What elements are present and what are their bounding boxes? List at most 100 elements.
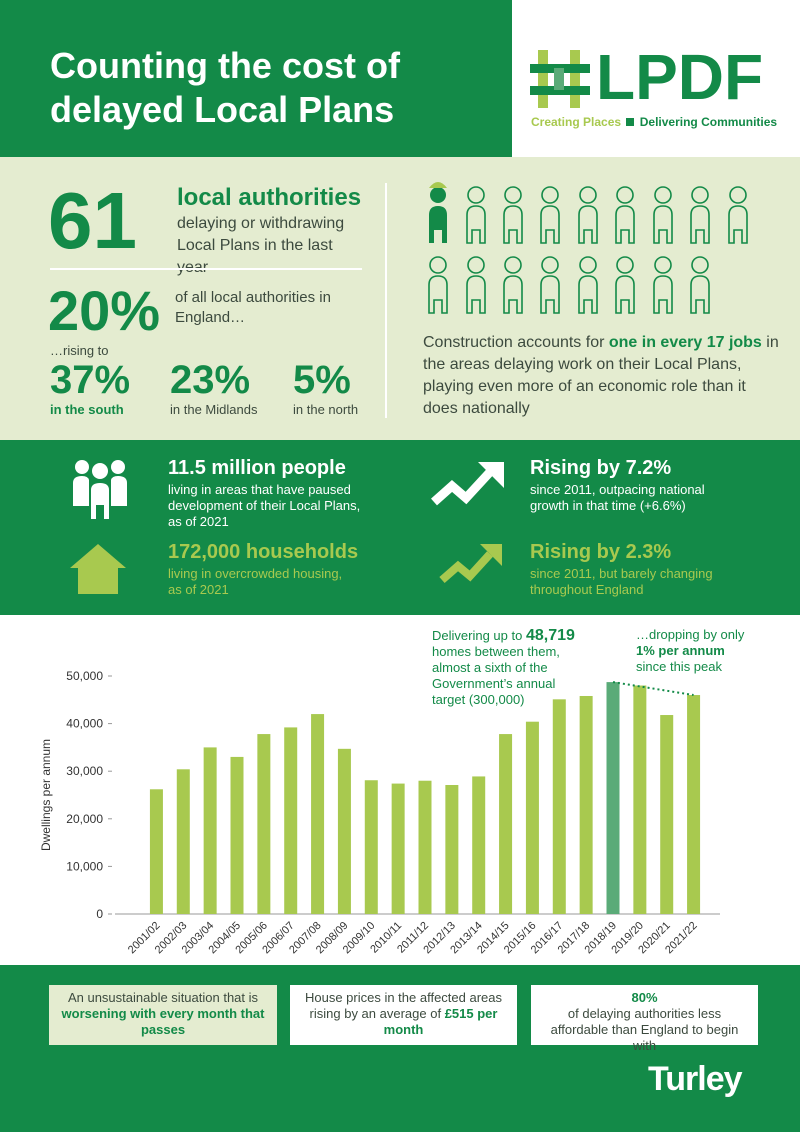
- bar: [606, 682, 620, 914]
- bar: [472, 776, 486, 914]
- text-highlight: worsening with every month that passes: [61, 1006, 265, 1037]
- title-line: Counting the cost of: [50, 45, 400, 86]
- bar: [311, 714, 325, 914]
- text-part: Delivering up to: [432, 628, 523, 643]
- house-icon: [70, 544, 126, 594]
- annotation: …dropping by only 1% per annum since thi…: [636, 627, 756, 675]
- tagline-square: [626, 118, 635, 126]
- person: [690, 186, 710, 244]
- region-value: 23%: [170, 358, 251, 402]
- stat-headline: 172,000 households: [168, 541, 359, 563]
- annotation: Delivering up to 48,719 homes between th…: [432, 628, 592, 708]
- person: [615, 186, 635, 244]
- count-label: local authorities: [177, 184, 362, 211]
- person: [503, 186, 523, 244]
- y-tick-label: 20,000: [66, 812, 103, 826]
- text-part: homes between them, almost a sixth of th…: [432, 644, 560, 707]
- text-highlight: 80%: [631, 990, 658, 1005]
- region-label: in the south: [50, 402, 124, 417]
- bar: [499, 734, 513, 914]
- rising-arrow-icon: [431, 462, 504, 506]
- authorities-band: [0, 157, 800, 440]
- count-text: delaying or withdrawing Local Plans in t…: [177, 215, 345, 276]
- text-part: Construction accounts for: [423, 334, 605, 351]
- text-highlight: £515 per month: [383, 1006, 498, 1037]
- person: [540, 256, 560, 314]
- brand: Turley: [648, 1060, 743, 1098]
- person: [728, 186, 748, 244]
- people-icon: [73, 460, 127, 521]
- stats-band: [0, 440, 800, 615]
- rising-arrow-icon: [439, 544, 502, 584]
- text-part: An unsustainable situation that is: [67, 990, 259, 1005]
- bar: [445, 785, 459, 914]
- footer-box: House prices in the affected areas risin…: [290, 985, 517, 1045]
- text-part: …dropping by only: [636, 627, 745, 642]
- stat-headline: Rising by 2.3%: [530, 541, 672, 563]
- text-highlight: one in every 17 jobs: [608, 334, 762, 351]
- bar: [203, 747, 217, 914]
- tagline-part: Delivering Communities: [639, 115, 778, 129]
- person: [428, 256, 448, 314]
- text-part: of delaying authorities less affordable …: [550, 1006, 739, 1053]
- person: [578, 186, 598, 244]
- bar: [552, 699, 566, 914]
- region-value: 37%: [50, 358, 131, 402]
- footer-box: 80% of delaying authorities less affordab…: [531, 985, 758, 1053]
- divider: [50, 268, 362, 270]
- share-text: of all local authorities in England…: [175, 289, 331, 326]
- person: [466, 256, 486, 314]
- big-number: 61: [48, 176, 137, 265]
- y-tick-label: 50,000: [66, 669, 103, 683]
- tagline: Creating Places Delivering Communities: [531, 115, 777, 129]
- stat-text: living in areas that have paused develop…: [168, 482, 361, 529]
- chart: Dwellings per annum 0 10,000 20,000 30,000 4…: [39, 669, 720, 956]
- bar: [337, 748, 351, 914]
- bar: [257, 734, 271, 914]
- bar: [149, 789, 163, 914]
- region-label: in the Midlands: [170, 402, 258, 417]
- construction-text: Construction accounts for one in every 1…: [423, 332, 783, 420]
- logo-icon: [530, 50, 590, 108]
- text-part: since this peak: [636, 659, 722, 674]
- region: 23% in the Midlands: [170, 358, 257, 417]
- logo-text: LPDF: [596, 41, 764, 113]
- person: [578, 256, 598, 314]
- stat-text: since 2011, but barely changing througho…: [530, 566, 713, 597]
- bar: [633, 685, 647, 914]
- y-tick-label: 10,000: [66, 859, 103, 873]
- bar: [525, 721, 539, 914]
- bar: [418, 780, 432, 914]
- trend-line: [612, 681, 694, 697]
- bar: [687, 695, 701, 914]
- stat-headline: 11.5 million people: [168, 457, 346, 479]
- person-filled: [429, 182, 447, 243]
- header-band: [0, 0, 512, 157]
- stat-text: since 2011, outpacing national growth in…: [530, 482, 705, 513]
- region-value: 5%: [293, 358, 351, 402]
- text-highlight: 48,719: [525, 627, 575, 644]
- person: [615, 256, 635, 314]
- y-tick-label: 40,000: [66, 717, 103, 731]
- bar: [579, 695, 593, 914]
- title: Counting the cost of delayed Local Plans: [50, 44, 400, 132]
- person: [540, 186, 560, 244]
- person: [690, 256, 710, 314]
- bar: [391, 783, 405, 914]
- person: [503, 256, 523, 314]
- pictogram: [428, 182, 748, 314]
- bar: [230, 756, 244, 914]
- region: 37% in the south: [50, 358, 130, 417]
- text-highlight: 1% per annum: [636, 643, 725, 658]
- y-tick-label: 0: [96, 907, 103, 921]
- title-line: delayed Local Plans: [50, 89, 395, 130]
- bar: [364, 780, 378, 914]
- text-part: House prices in the affected areas risin…: [304, 990, 503, 1021]
- stat-text: living in overcrowded housing, as of 202…: [168, 566, 343, 597]
- person: [653, 186, 673, 244]
- text-part: in the areas delaying work on their Loca…: [423, 334, 779, 417]
- person: [653, 256, 673, 314]
- y-tick-label: 30,000: [66, 764, 103, 778]
- rising-text: …rising to: [50, 343, 109, 358]
